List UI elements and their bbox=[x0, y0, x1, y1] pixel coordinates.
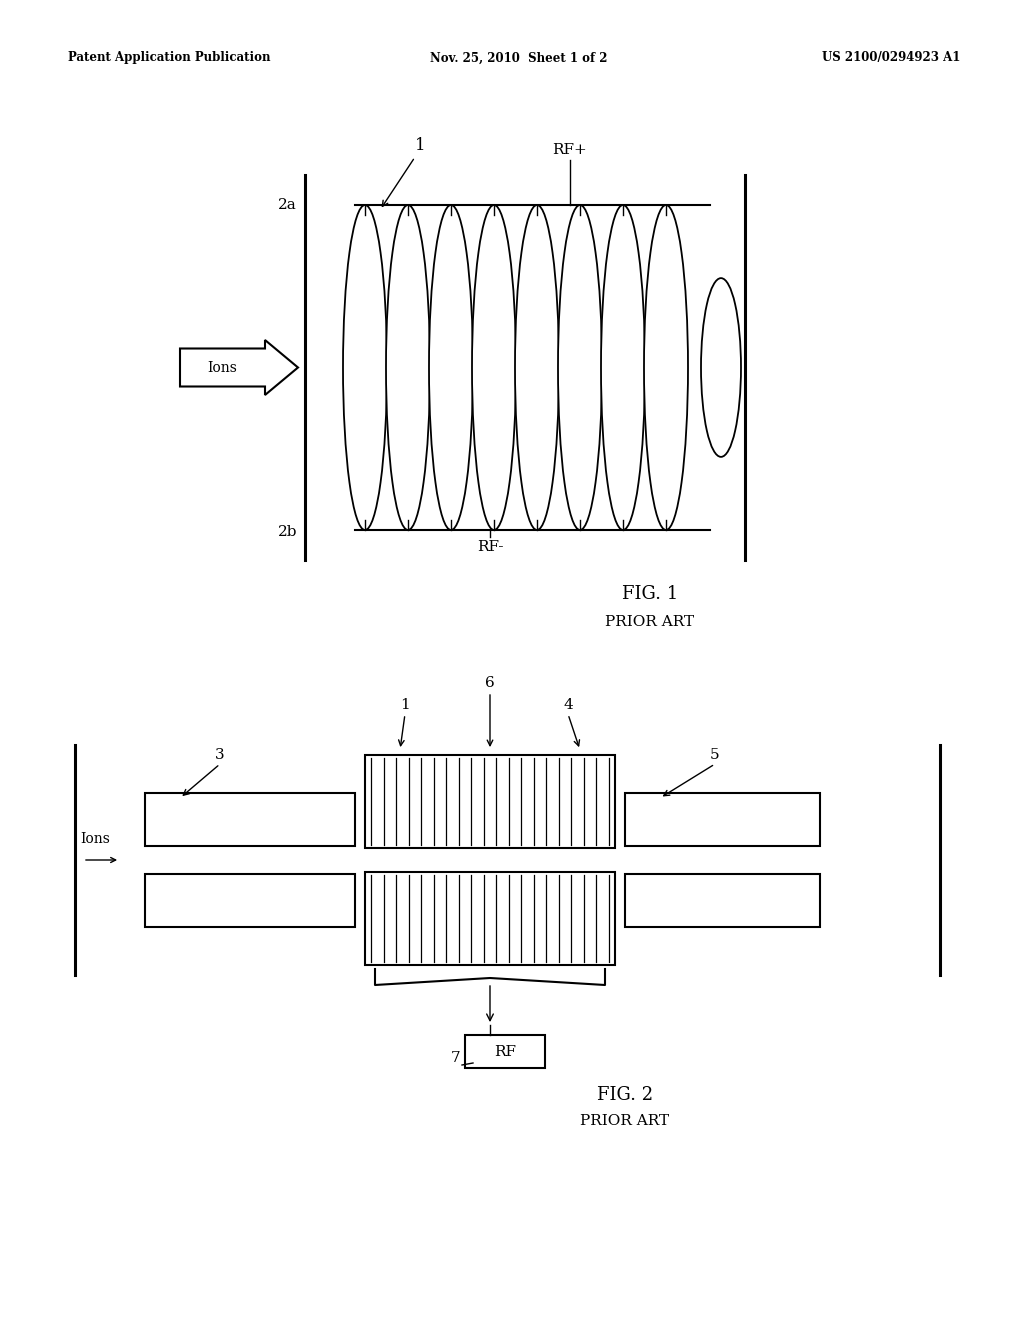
Bar bbox=[625, 874, 820, 927]
Polygon shape bbox=[180, 341, 298, 395]
Ellipse shape bbox=[644, 205, 688, 531]
Text: PRIOR ART: PRIOR ART bbox=[605, 615, 694, 630]
Ellipse shape bbox=[601, 205, 645, 531]
Text: RF: RF bbox=[494, 1044, 516, 1059]
Text: 4: 4 bbox=[563, 698, 572, 711]
Text: FIG. 1: FIG. 1 bbox=[622, 585, 678, 603]
Ellipse shape bbox=[515, 205, 559, 531]
Bar bbox=[625, 793, 820, 846]
Bar bbox=[145, 874, 355, 927]
Bar bbox=[365, 873, 615, 965]
Text: Nov. 25, 2010  Sheet 1 of 2: Nov. 25, 2010 Sheet 1 of 2 bbox=[430, 51, 607, 65]
Text: RF+: RF+ bbox=[553, 143, 588, 157]
Ellipse shape bbox=[472, 205, 516, 531]
Text: 1: 1 bbox=[415, 137, 425, 154]
Bar bbox=[365, 755, 615, 847]
Text: FIG. 2: FIG. 2 bbox=[597, 1086, 653, 1104]
Bar bbox=[465, 1035, 545, 1068]
Text: 2b: 2b bbox=[278, 525, 297, 539]
Ellipse shape bbox=[343, 205, 387, 531]
Ellipse shape bbox=[386, 205, 430, 531]
Text: US 2100/0294923 A1: US 2100/0294923 A1 bbox=[821, 51, 961, 65]
Text: 2a: 2a bbox=[279, 198, 297, 213]
Text: PRIOR ART: PRIOR ART bbox=[581, 1114, 670, 1129]
Ellipse shape bbox=[429, 205, 473, 531]
Text: 5: 5 bbox=[711, 748, 720, 762]
Ellipse shape bbox=[558, 205, 602, 531]
Text: 3: 3 bbox=[215, 748, 225, 762]
Text: 6: 6 bbox=[485, 676, 495, 690]
Text: 1: 1 bbox=[400, 698, 410, 711]
Text: RF-: RF- bbox=[477, 540, 503, 554]
Bar bbox=[145, 793, 355, 846]
Ellipse shape bbox=[701, 279, 741, 457]
Text: 7: 7 bbox=[451, 1051, 460, 1065]
Text: Ions: Ions bbox=[80, 832, 110, 846]
Text: Patent Application Publication: Patent Application Publication bbox=[68, 51, 270, 65]
Text: Ions: Ions bbox=[208, 360, 238, 375]
